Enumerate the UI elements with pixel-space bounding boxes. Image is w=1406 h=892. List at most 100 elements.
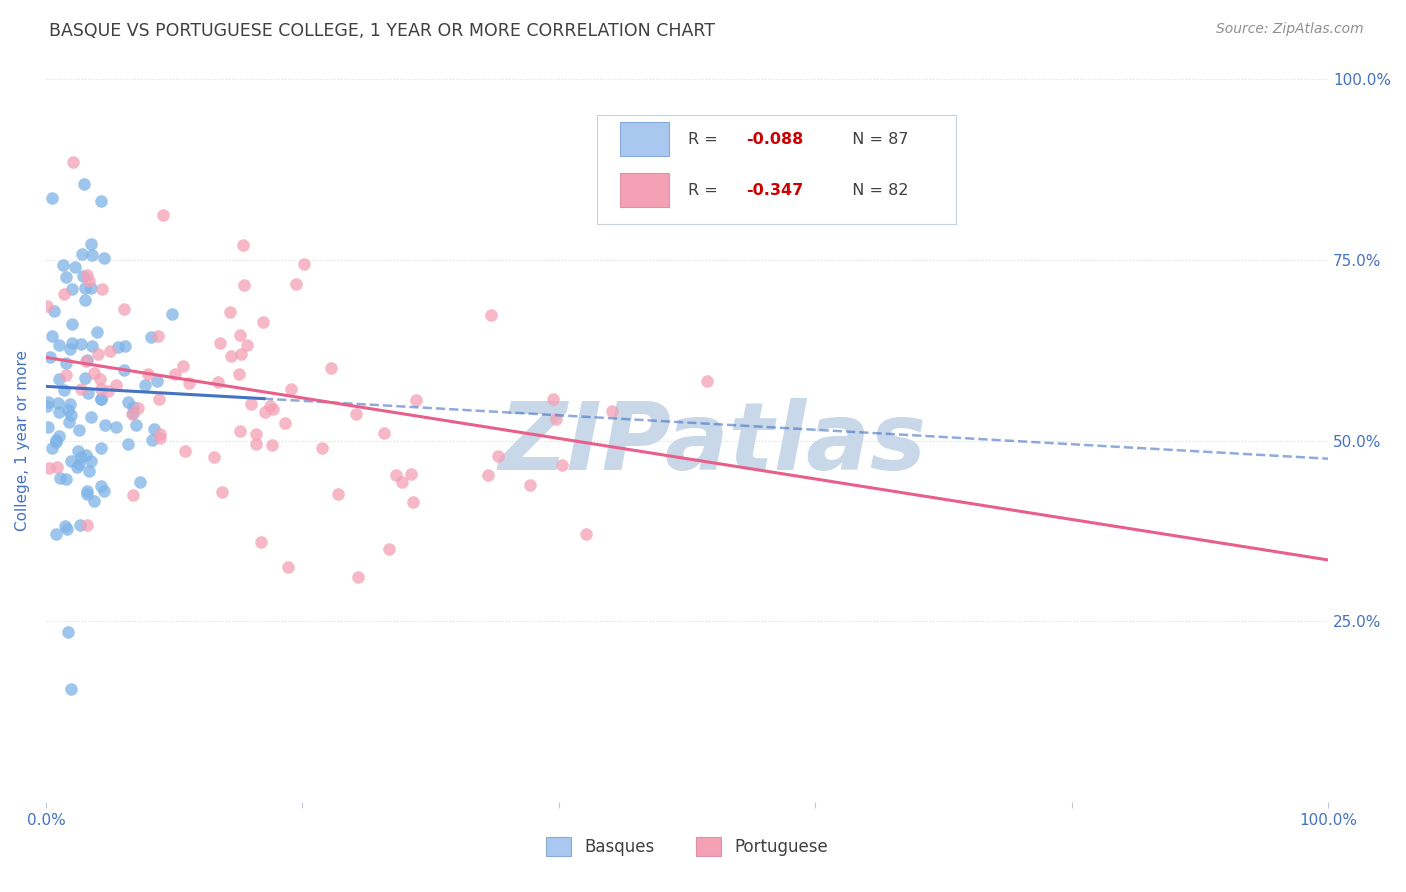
Point (60, 335, 83, 350)
Point (80, 409, 103, 424)
Point (173, 444, 195, 458)
Point (49, 471, 72, 485)
Point (90, 194, 112, 208)
Point (70, 247, 93, 261)
Point (143, 422, 166, 436)
Point (59, 408, 82, 422)
Point (59, 397, 82, 411)
Point (37, 299, 59, 313)
Point (219, 349, 242, 363)
Point (202, 450, 225, 464)
Point (486, 449, 509, 463)
Point (149, 426, 172, 441)
Text: Source: ZipAtlas.com: Source: ZipAtlas.com (1216, 22, 1364, 37)
Point (385, 467, 408, 482)
Point (121, 488, 143, 502)
Text: ZIPatlas: ZIPatlas (499, 398, 927, 491)
Point (575, 527, 598, 541)
Point (373, 425, 395, 440)
Point (117, 437, 139, 451)
Text: -0.088: -0.088 (747, 131, 803, 146)
Point (233, 278, 256, 293)
Point (67, 423, 90, 437)
Point (46, 396, 69, 410)
Point (541, 392, 564, 406)
Point (127, 401, 149, 415)
Point (128, 475, 150, 489)
Point (38, 351, 60, 365)
Point (90, 479, 112, 493)
Point (228, 367, 250, 381)
Point (48, 338, 70, 352)
Point (65, 460, 87, 475)
Point (152, 208, 174, 222)
Point (76, 517, 98, 532)
Point (37, 395, 59, 409)
Point (93, 252, 115, 266)
Point (121, 406, 143, 420)
Point (76, 484, 98, 499)
Point (53, 383, 76, 397)
Point (260, 438, 283, 452)
Point (209, 335, 232, 350)
Point (262, 401, 284, 416)
Point (149, 431, 172, 445)
Point (55, 519, 77, 533)
Point (105, 420, 128, 434)
Point (76, 353, 98, 368)
Point (90, 442, 112, 456)
Point (112, 363, 135, 377)
Point (75, 354, 97, 368)
Point (134, 378, 156, 392)
Point (76, 487, 98, 501)
Point (148, 392, 170, 407)
Point (146, 375, 169, 389)
Text: -0.347: -0.347 (747, 183, 803, 197)
Point (240, 397, 263, 411)
Point (41, 191, 63, 205)
Point (76, 386, 98, 401)
Point (89, 372, 111, 386)
Point (284, 277, 307, 291)
Point (66, 443, 89, 458)
Point (60, 317, 83, 331)
Point (46, 460, 69, 475)
Point (477, 468, 499, 483)
Point (277, 560, 299, 574)
Point (114, 339, 136, 353)
Point (48, 372, 70, 386)
Text: N = 87: N = 87 (842, 131, 908, 146)
Point (69, 382, 91, 396)
Point (77, 274, 100, 288)
Point (121, 400, 143, 414)
Point (60, 282, 83, 296)
Point (280, 382, 302, 396)
Point (245, 437, 267, 451)
Point (75, 293, 97, 307)
Text: BASQUE VS PORTUGUESE COLLEGE, 1 YEAR OR MORE CORRELATION CHART: BASQUE VS PORTUGUESE COLLEGE, 1 YEAR OR … (49, 22, 716, 40)
Point (245, 426, 267, 441)
Point (172, 359, 194, 373)
Point (136, 367, 159, 381)
Point (52, 258, 75, 272)
Point (55, 368, 77, 382)
Point (347, 569, 370, 583)
Point (58, 415, 80, 429)
Point (45, 527, 67, 541)
Point (97, 384, 120, 398)
Y-axis label: College, 1 year or more: College, 1 year or more (15, 351, 30, 531)
Point (80, 280, 103, 294)
Point (45, 434, 67, 449)
Point (52, 287, 75, 301)
Point (76, 268, 98, 282)
Point (391, 475, 413, 490)
Point (252, 315, 274, 329)
Point (218, 305, 240, 319)
Point (93, 484, 115, 499)
Point (292, 257, 315, 271)
Point (90, 392, 112, 406)
Point (177, 376, 200, 391)
Point (211, 485, 233, 500)
Point (63, 260, 86, 274)
Point (401, 467, 423, 482)
